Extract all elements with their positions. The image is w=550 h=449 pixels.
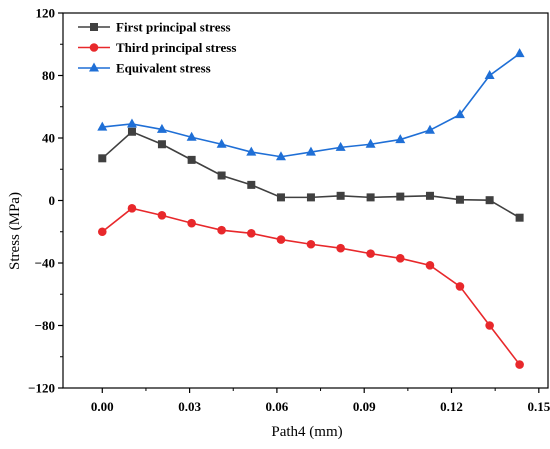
data-point: [515, 360, 524, 369]
x-tick-label: 0.03: [178, 399, 201, 414]
data-point: [396, 192, 405, 201]
data-point: [306, 239, 316, 249]
data-point: [246, 146, 257, 156]
data-point: [127, 204, 137, 213]
data-point: [275, 151, 286, 161]
data-point: [157, 211, 167, 220]
legend: First principal stress Third principal st…: [78, 20, 236, 76]
data-point: [336, 191, 345, 200]
legend-swatch-marker: [89, 62, 99, 72]
data-point: [126, 118, 137, 128]
data-point: [514, 48, 525, 58]
legend-label: Third principal stress: [116, 40, 236, 55]
data-point: [97, 227, 107, 237]
series-third-principal-stress: [97, 204, 524, 369]
data-point: [156, 123, 167, 133]
data-point: [187, 155, 196, 164]
series-group: [97, 48, 525, 369]
data-point: [425, 191, 434, 200]
x-axis-title: Path4 (mm): [271, 424, 342, 440]
legend-label: First principal stress: [116, 20, 231, 35]
data-point: [515, 213, 524, 222]
data-point: [366, 249, 375, 258]
x-tick-label: 0.09: [353, 399, 376, 414]
data-point: [97, 121, 108, 131]
data-point: [127, 127, 136, 136]
data-point: [424, 124, 435, 134]
y-tick-label: 0: [49, 193, 56, 208]
data-point: [366, 193, 375, 202]
data-point: [276, 235, 286, 244]
x-tick-label: 0.12: [440, 399, 463, 414]
data-point: [187, 218, 196, 228]
legend-swatch-marker: [89, 43, 99, 52]
y-tick-label: −40: [35, 256, 55, 271]
x-tick-label: 0.06: [266, 399, 289, 414]
data-point: [305, 146, 316, 156]
data-point: [484, 70, 495, 79]
axes: 0.00 0.03 0.06 0.09 0.12 0.15 −120 −80 −40 0 40 80 1…: [28, 6, 550, 415]
x-tick-label: 0.00: [91, 399, 114, 414]
data-point: [247, 180, 256, 189]
data-point: [485, 196, 494, 205]
legend-label: Equivalent stress: [116, 61, 211, 76]
data-point: [306, 193, 315, 202]
data-point: [485, 321, 494, 330]
data-point: [157, 140, 166, 149]
data-point: [454, 109, 465, 119]
data-point: [276, 193, 285, 202]
legend-swatch-marker: [90, 23, 98, 31]
data-point: [425, 261, 435, 270]
legend-item: Third principal stress: [78, 40, 236, 55]
y-tick-label: 80: [42, 68, 55, 83]
x-tick-label: 0.15: [527, 399, 550, 414]
legend-item: First principal stress: [78, 20, 231, 35]
series-first-principal-stress: [98, 127, 524, 222]
data-point: [395, 254, 405, 263]
data-point: [336, 243, 345, 253]
data-point: [217, 225, 226, 235]
series-equivalent-stress: [97, 48, 525, 161]
y-tick-label: 40: [42, 131, 55, 146]
y-tick-label: 120: [36, 6, 56, 21]
data-point: [455, 195, 464, 204]
data-point: [395, 134, 406, 144]
data-point: [365, 138, 376, 148]
legend-item: Equivalent stress: [78, 61, 211, 76]
y-axis-title: Stress (MPa): [7, 192, 23, 270]
data-point: [217, 171, 226, 180]
y-tick-label: −120: [28, 381, 55, 396]
data-point: [455, 282, 465, 291]
data-point: [246, 229, 256, 238]
data-point: [216, 138, 227, 148]
data-point: [186, 131, 197, 141]
data-point: [98, 154, 107, 163]
y-tick-label: −80: [35, 318, 55, 333]
data-point: [335, 141, 346, 151]
